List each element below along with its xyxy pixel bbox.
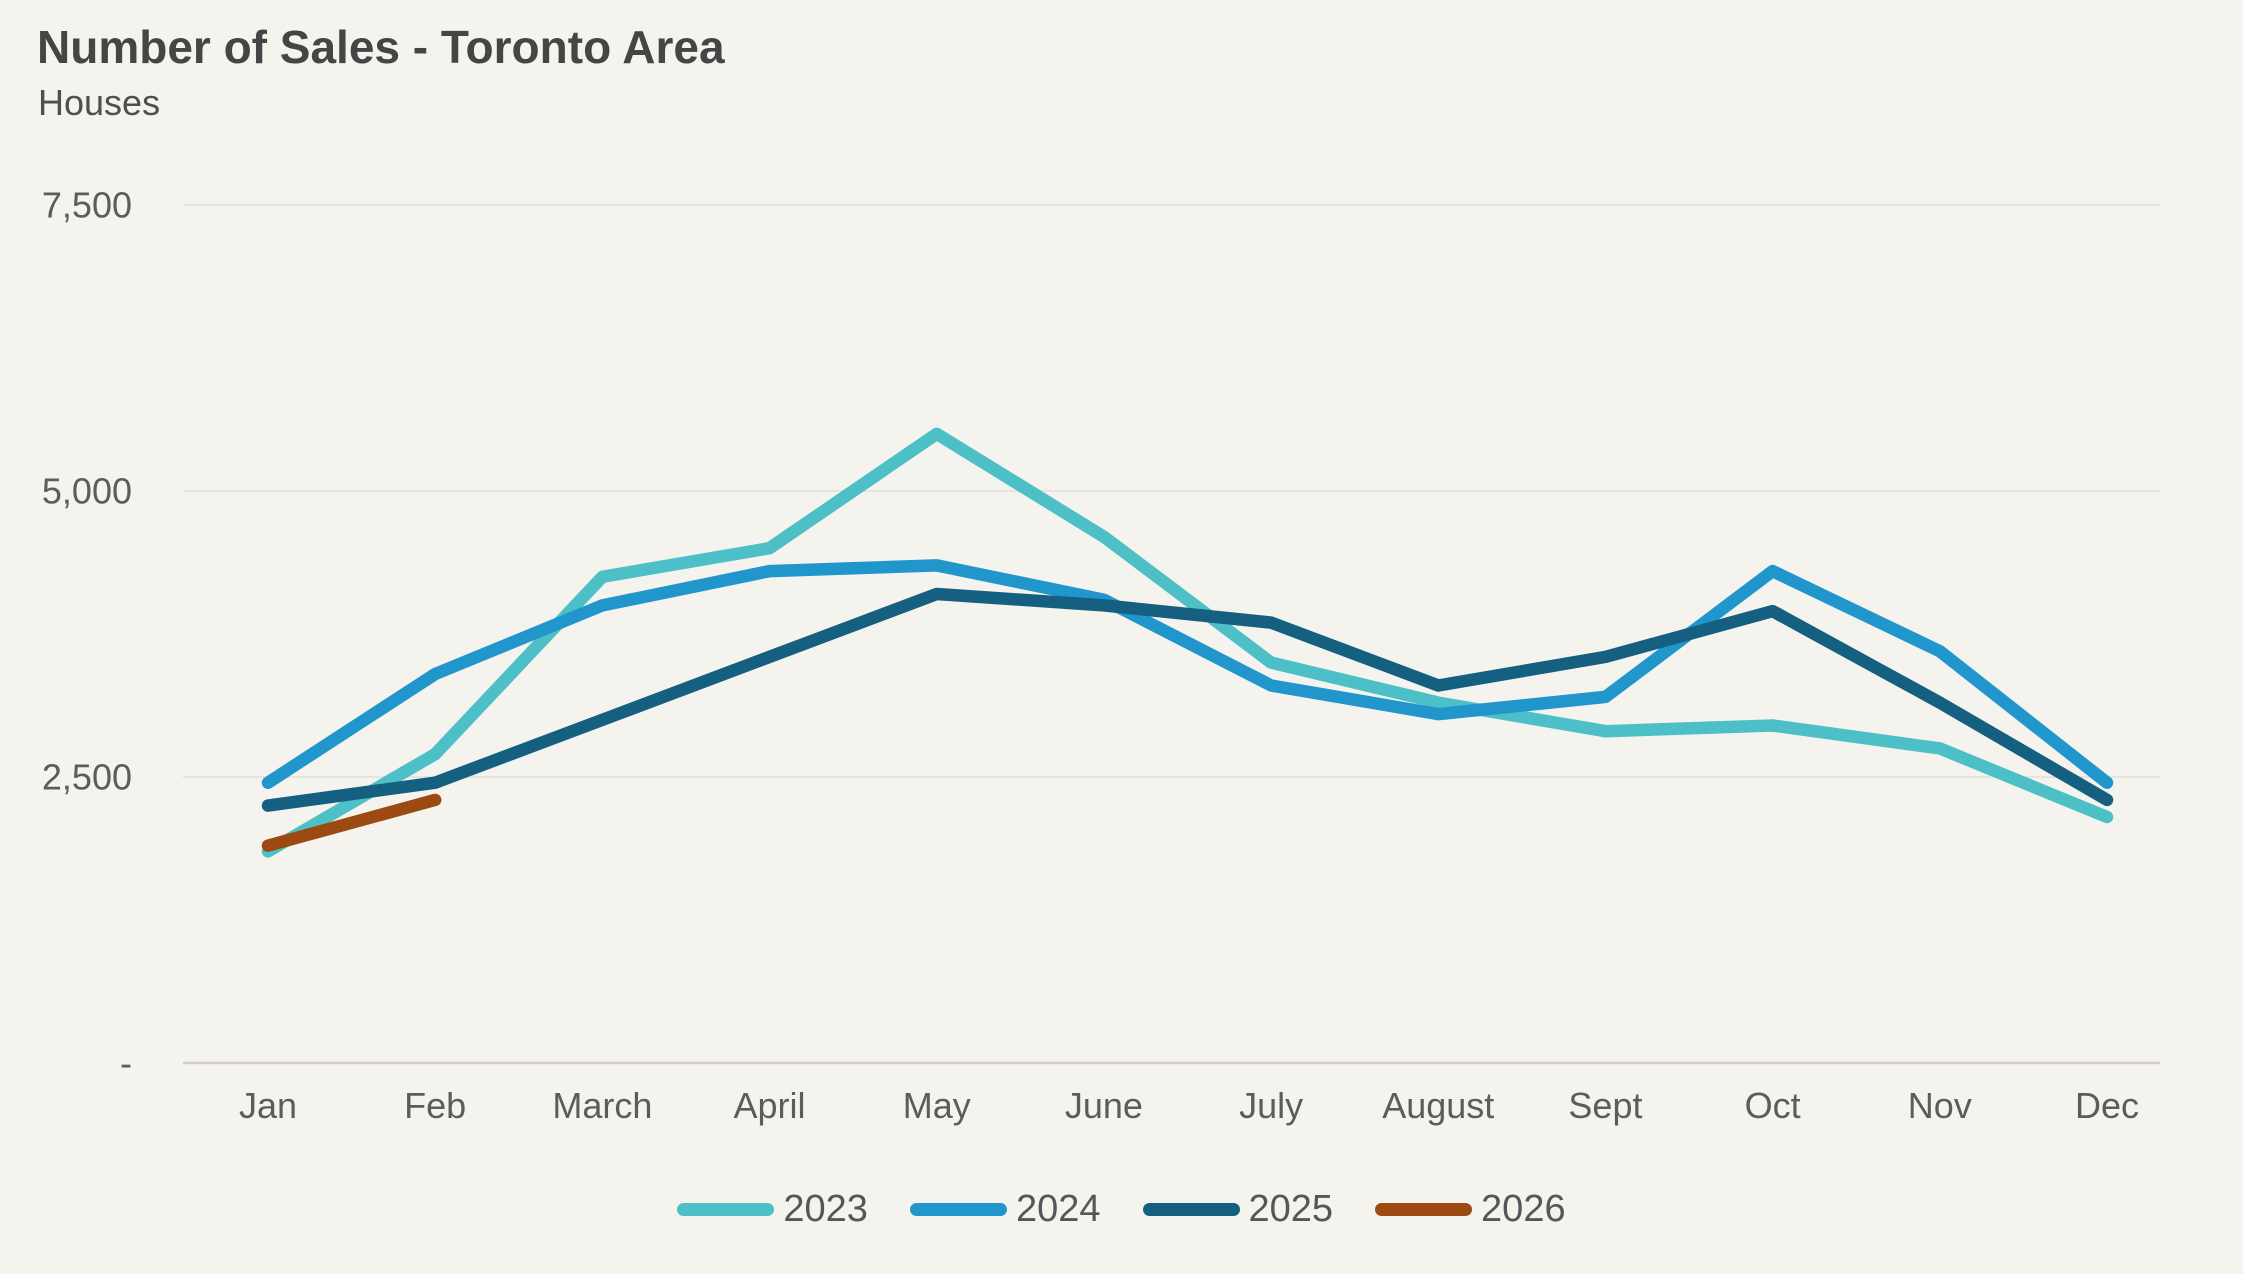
xtick-label-oct: Oct [1745,1085,1801,1126]
legend-swatch-2025 [1142,1202,1240,1216]
ytick-label-7500: 7,500 [42,185,132,226]
xtick-label-jan: Jan [239,1085,297,1126]
chart-subtitle: Houses [38,82,161,123]
ytick-2500: 2,500 [42,757,2160,798]
legend-swatch-2026 [1375,1202,1473,1216]
legend-label-2024: 2024 [1015,1187,1101,1230]
ytick-zero: - [120,1043,2160,1084]
legend-label-2023: 2023 [783,1187,868,1230]
legend-item-2024: 2024 [909,1187,1101,1231]
series-line-2023 [261,427,2114,858]
ytick-label-zero: - [120,1043,132,1084]
ytick-5000: 5,000 [42,471,2160,512]
ytick-7500: 7,500 [42,185,2160,226]
xtick-label-july: July [1239,1085,1303,1126]
legend-swatch-2024 [909,1202,1007,1216]
xtick-label-dec: Dec [2075,1085,2139,1126]
xtick-label-april: April [734,1085,806,1126]
ytick-label-2500: 2,500 [42,757,132,798]
xtick-label-march: March [552,1085,652,1126]
legend-label-2025: 2025 [1248,1187,1334,1230]
legend-swatch-2023 [677,1202,775,1216]
ytick-label-5000: 5,000 [42,471,132,512]
xtick-label-sept: Sept [1568,1085,1642,1126]
legend-item-2023: 2023 [677,1188,868,1231]
legend-item-2025: 2025 [1142,1187,1334,1231]
xtick-label-nov: Nov [1908,1085,1972,1126]
xtick-label-feb: Feb [404,1085,466,1126]
xtick-label-may: May [903,1085,971,1126]
chart-legend: 2023 2024 2025 2026 [0,1186,2243,1232]
xtick-label-june: June [1065,1085,1143,1126]
series-line-2026 [261,793,442,852]
series-line-2024 [261,559,2114,789]
chart-title: Number of Sales - Toronto Area [37,21,725,73]
xtick-label-august: August [1382,1085,1494,1126]
legend-item-2026: 2026 [1375,1188,1566,1231]
legend-label-2026: 2026 [1481,1187,1566,1230]
series-line-2025 [261,587,2114,812]
